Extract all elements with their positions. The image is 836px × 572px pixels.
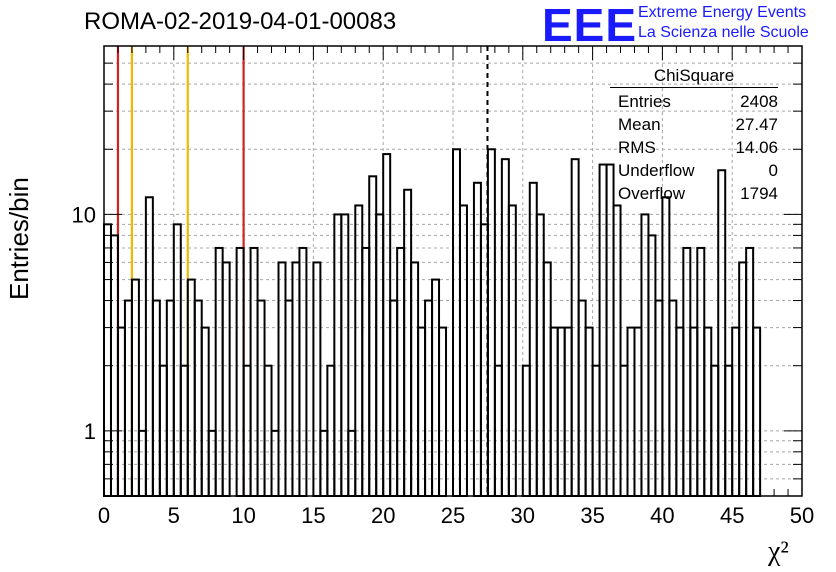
stats-title: ChiSquare xyxy=(610,66,778,88)
histogram-bin xyxy=(249,246,259,497)
histogram-bin xyxy=(472,181,482,497)
stats-value: 0 xyxy=(768,161,778,180)
stats-label: Entries xyxy=(618,92,671,111)
stats-value: 1794 xyxy=(740,184,778,203)
histogram-bin xyxy=(298,246,308,497)
logo-line-1: Extreme Energy Events xyxy=(638,4,807,21)
histogram-bin xyxy=(703,326,713,497)
x-tick-label: 10 xyxy=(231,503,255,528)
histogram-bin xyxy=(417,326,427,497)
histogram-bin xyxy=(542,261,552,497)
x-tick-label: 25 xyxy=(441,503,465,528)
x-tick-label: 40 xyxy=(650,503,674,528)
histogram-bin xyxy=(738,261,748,497)
y-axis-label: Entries/bin xyxy=(4,177,34,300)
histogram-bin xyxy=(200,326,210,497)
histogram-bin xyxy=(151,299,161,498)
stats-label: Underflow xyxy=(618,161,695,180)
histogram-bin xyxy=(144,196,154,497)
histogram-bin xyxy=(389,299,399,498)
x-tick-label: 20 xyxy=(371,503,395,528)
histogram-bin xyxy=(563,326,573,497)
stats-value: 27.47 xyxy=(735,115,778,134)
histogram-bin xyxy=(661,196,671,497)
histogram-bin xyxy=(731,326,741,497)
histogram-bin xyxy=(165,299,175,498)
histogram-bin xyxy=(221,261,231,497)
histogram-bin xyxy=(745,246,755,497)
histogram-bin xyxy=(333,213,343,497)
histogram-bin xyxy=(549,326,559,497)
histogram-bin xyxy=(340,213,350,497)
stats-row-entries: Entries 2408 xyxy=(610,90,778,113)
stats-value: 14.06 xyxy=(735,138,778,157)
histogram-bin xyxy=(556,326,566,497)
stats-label: Overflow xyxy=(618,184,686,203)
histogram-bin xyxy=(214,246,224,497)
histogram-bin xyxy=(382,153,392,498)
histogram-bin xyxy=(612,204,622,498)
histogram-bin xyxy=(675,326,685,497)
histogram-bin xyxy=(431,278,441,498)
stats-label: Mean xyxy=(618,115,661,134)
logo-line-2: La Scienza nelle Scuole xyxy=(638,24,809,41)
histogram-bin xyxy=(438,326,448,497)
x-tick-label: 30 xyxy=(511,503,535,528)
histogram-bin xyxy=(172,223,182,498)
histogram-bin xyxy=(682,246,692,497)
histogram-bin xyxy=(458,204,468,498)
histogram-bin xyxy=(654,299,664,498)
y-tick-label: 10 xyxy=(72,202,96,227)
histogram-bin xyxy=(668,299,678,498)
x-tick-label: 50 xyxy=(790,503,814,528)
stats-row-overflow: Overflow 1794 xyxy=(610,182,778,205)
histogram-bin xyxy=(452,148,461,497)
histogram-bin xyxy=(103,223,112,498)
y-tick-label: 1 xyxy=(84,419,96,444)
histogram-bin xyxy=(486,148,496,497)
stats-row-mean: Mean 27.47 xyxy=(610,113,778,136)
histogram-bin xyxy=(717,169,727,497)
histogram-bin xyxy=(424,299,434,498)
histogram-bin xyxy=(277,261,287,497)
histogram-bin xyxy=(361,246,371,497)
histogram-bin xyxy=(410,261,420,497)
stats-value: 2408 xyxy=(740,92,778,111)
x-axis-label: χ² xyxy=(768,536,789,567)
axis-ticks xyxy=(103,46,803,496)
histogram-bin xyxy=(193,299,203,498)
histogram-bin xyxy=(752,326,762,497)
stats-row-rms: RMS 14.06 xyxy=(610,136,778,159)
histogram-bin xyxy=(577,299,587,498)
histogram-bin xyxy=(696,246,706,497)
histogram-bin xyxy=(312,261,322,497)
x-tick-label: 15 xyxy=(301,503,325,528)
tick-labels: 0 5 10 15 20 25 30 35 40 45 50 1 10 xyxy=(72,202,815,528)
histogram-bin xyxy=(507,204,517,498)
stats-row-underflow: Underflow 0 xyxy=(610,159,778,182)
eee-logo: EEE xyxy=(542,0,638,51)
x-tick-label: 35 xyxy=(580,503,604,528)
histogram-bin xyxy=(375,213,385,497)
histogram-bin xyxy=(689,326,699,497)
chart-title: ROMA-02-2019-04-01-00083 xyxy=(84,8,397,35)
x-tick-label: 5 xyxy=(168,503,180,528)
histogram-bin xyxy=(291,261,301,497)
histogram-bin xyxy=(626,326,636,497)
histogram-bin xyxy=(396,246,406,497)
stats-box: ChiSquare Entries 2408 Mean 27.47 RMS 14… xyxy=(610,66,778,205)
x-tick-label: 0 xyxy=(98,503,110,528)
histogram-bin xyxy=(633,326,643,497)
histogram-bin xyxy=(354,204,364,498)
histogram-bin xyxy=(584,326,594,497)
histogram-bin xyxy=(640,213,650,497)
x-tick-label: 45 xyxy=(720,503,744,528)
stats-label: RMS xyxy=(618,138,656,157)
histogram-bin xyxy=(284,299,294,498)
histogram-bin xyxy=(528,181,538,497)
histogram-bin xyxy=(256,299,266,498)
histogram-bin xyxy=(535,213,545,497)
